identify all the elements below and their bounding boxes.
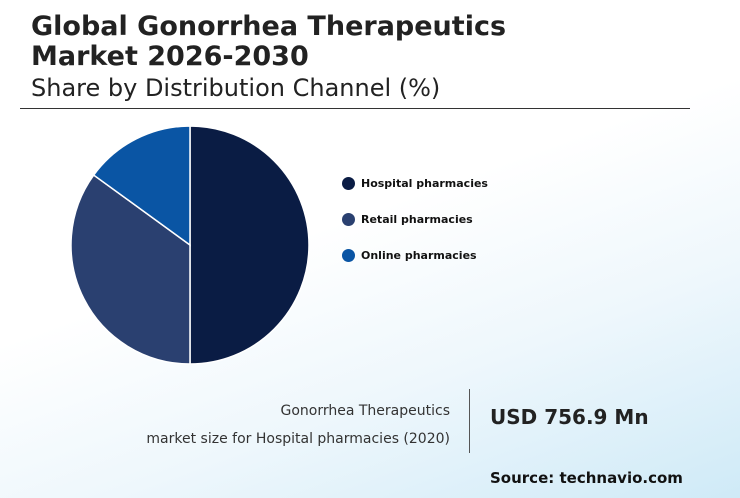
chart-title: Global Gonorrhea Therapeutics Market 202… [31,12,506,72]
legend-label-online-pharmacies: Online pharmacies [361,248,477,262]
legend-label-hospital-pharmacies: Hospital pharmacies [361,176,488,190]
header-divider [20,108,690,109]
legend-swatch-online-pharmacies [342,248,355,262]
pie-slice-hospital-pharmacies [189,125,310,365]
pie-slice-online-pharmacies [92,125,191,247]
legend-item-retail-pharmacies: Retail pharmacies [342,210,488,228]
pie-slice-retail-pharmacies [70,174,191,365]
legend-item-hospital-pharmacies: Hospital pharmacies [342,174,488,192]
stat-value: USD 756.9 Mn [490,405,649,429]
legend-item-online-pharmacies: Online pharmacies [342,246,488,264]
legend-swatch-retail-pharmacies [342,212,355,226]
chart-title-line-2: Market 2026-2030 [31,41,309,72]
stat-label-line-2: market size for Hospital pharmacies (202… [146,431,450,447]
stat-label: Gonorrhea Therapeutics market size for H… [146,397,450,453]
chart-legend: Hospital pharmacies Retail pharmacies Onli… [342,174,488,282]
pie-chart [70,125,310,365]
source-credit: Source: technavio.com [490,469,683,487]
chart-subtitle: Share by Distribution Channel (%) [31,74,441,102]
chart-title-line-1: Global Gonorrhea Therapeutics [31,11,507,42]
legend-label-retail-pharmacies: Retail pharmacies [361,212,473,226]
stat-label-line-1: Gonorrhea Therapeutics [280,403,450,419]
stat-divider [469,389,470,453]
legend-swatch-hospital-pharmacies [342,176,355,190]
